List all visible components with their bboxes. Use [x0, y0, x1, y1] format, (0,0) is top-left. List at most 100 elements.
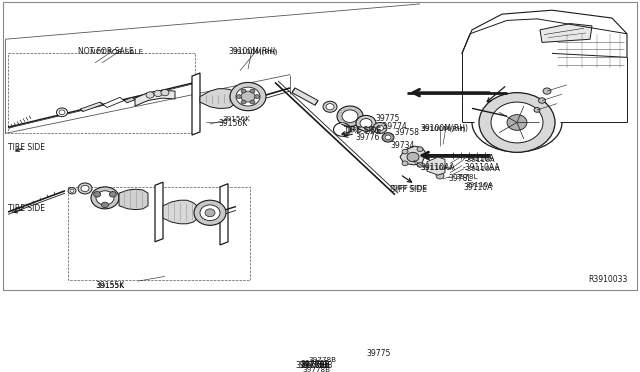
Text: -39110A: -39110A: [463, 154, 495, 163]
Polygon shape: [155, 182, 163, 242]
Circle shape: [96, 191, 114, 205]
Circle shape: [241, 100, 246, 104]
Text: -39110A: -39110A: [465, 157, 496, 163]
Circle shape: [402, 161, 408, 166]
Circle shape: [360, 119, 372, 128]
Circle shape: [417, 147, 423, 151]
Circle shape: [407, 152, 419, 162]
Text: 39155K: 39155K: [96, 283, 124, 289]
Text: 39774: 39774: [380, 122, 407, 131]
Text: 39155K: 39155K: [95, 281, 125, 290]
Text: 39100M(RH): 39100M(RH): [232, 49, 278, 55]
Text: 39775: 39775: [375, 114, 399, 123]
Text: DIFF SIDE: DIFF SIDE: [390, 185, 427, 194]
Text: 39110AA: 39110AA: [420, 163, 455, 172]
Text: 39110A: 39110A: [463, 183, 492, 192]
Text: 39778B: 39778B: [295, 361, 324, 370]
Text: DIFF SIDE: DIFF SIDE: [392, 185, 428, 191]
Text: NOT FOR SALE: NOT FOR SALE: [78, 47, 134, 56]
Text: 39778B: 39778B: [302, 368, 330, 372]
Circle shape: [534, 108, 540, 112]
Polygon shape: [124, 97, 135, 103]
Circle shape: [408, 151, 418, 159]
Text: 39734: 39734: [390, 141, 414, 150]
Circle shape: [250, 89, 255, 93]
Polygon shape: [119, 189, 148, 210]
Polygon shape: [103, 97, 124, 108]
Circle shape: [161, 90, 169, 96]
Circle shape: [373, 122, 387, 134]
Circle shape: [342, 110, 358, 122]
Circle shape: [230, 83, 266, 111]
Circle shape: [326, 104, 334, 110]
Text: TIRE SIDE: TIRE SIDE: [8, 204, 45, 213]
Text: 3978L: 3978L: [455, 174, 477, 180]
Text: 39100M(RH): 39100M(RH): [420, 124, 468, 133]
Circle shape: [435, 164, 445, 172]
Text: 39778B: 39778B: [303, 361, 332, 370]
Text: -39110AA: -39110AA: [463, 163, 500, 172]
Circle shape: [194, 200, 226, 225]
Circle shape: [91, 187, 119, 209]
Circle shape: [241, 91, 255, 102]
Circle shape: [70, 189, 74, 192]
Text: TIRE SIDE: TIRE SIDE: [344, 126, 381, 135]
Text: 39110A: 39110A: [465, 182, 493, 188]
Circle shape: [323, 101, 337, 112]
Polygon shape: [135, 90, 175, 106]
Circle shape: [385, 135, 391, 140]
Circle shape: [376, 125, 383, 131]
Circle shape: [81, 185, 89, 192]
Circle shape: [436, 173, 444, 179]
Text: 39758: 39758: [390, 128, 419, 137]
Text: 39778B: 39778B: [298, 361, 328, 370]
Text: 39156K: 39156K: [222, 116, 250, 122]
Text: 39778B: 39778B: [300, 361, 330, 370]
Polygon shape: [292, 88, 318, 105]
Polygon shape: [163, 200, 198, 224]
Text: 39778B: 39778B: [302, 363, 330, 369]
Text: -39110AA: -39110AA: [465, 166, 501, 173]
Circle shape: [146, 92, 154, 98]
Circle shape: [109, 192, 116, 197]
Polygon shape: [80, 102, 103, 112]
Circle shape: [403, 148, 423, 163]
Circle shape: [402, 149, 408, 154]
Circle shape: [68, 187, 76, 194]
Circle shape: [102, 202, 109, 208]
Circle shape: [56, 108, 67, 116]
Polygon shape: [400, 146, 426, 165]
Circle shape: [78, 183, 92, 194]
Text: 39778B: 39778B: [300, 360, 330, 369]
Text: 39775: 39775: [366, 349, 390, 358]
Text: 39156K: 39156K: [218, 119, 247, 128]
Circle shape: [255, 94, 259, 99]
FancyBboxPatch shape: [3, 2, 637, 290]
Circle shape: [93, 192, 100, 197]
Text: 39778B: 39778B: [308, 357, 336, 363]
Text: 39110AA: 39110AA: [420, 165, 453, 171]
Circle shape: [543, 88, 551, 94]
Circle shape: [236, 87, 260, 106]
Circle shape: [154, 90, 162, 97]
Circle shape: [241, 89, 246, 93]
Polygon shape: [220, 184, 228, 245]
Circle shape: [205, 209, 215, 217]
Polygon shape: [427, 157, 445, 175]
Circle shape: [337, 106, 363, 126]
Text: 3978L: 3978L: [448, 174, 472, 183]
Text: 39100M(RH): 39100M(RH): [228, 47, 276, 56]
Circle shape: [507, 115, 527, 130]
Text: 39100M(RH): 39100M(RH): [420, 126, 465, 132]
Text: TIRE SIDE: TIRE SIDE: [346, 127, 381, 133]
Polygon shape: [192, 73, 200, 135]
Polygon shape: [200, 89, 234, 108]
Circle shape: [356, 115, 376, 131]
Polygon shape: [540, 23, 592, 42]
Text: R3910033: R3910033: [589, 275, 628, 284]
Text: TIRE SIDE: TIRE SIDE: [8, 143, 45, 152]
Circle shape: [250, 100, 255, 104]
Circle shape: [382, 133, 394, 142]
Circle shape: [59, 110, 65, 115]
Circle shape: [479, 93, 555, 152]
